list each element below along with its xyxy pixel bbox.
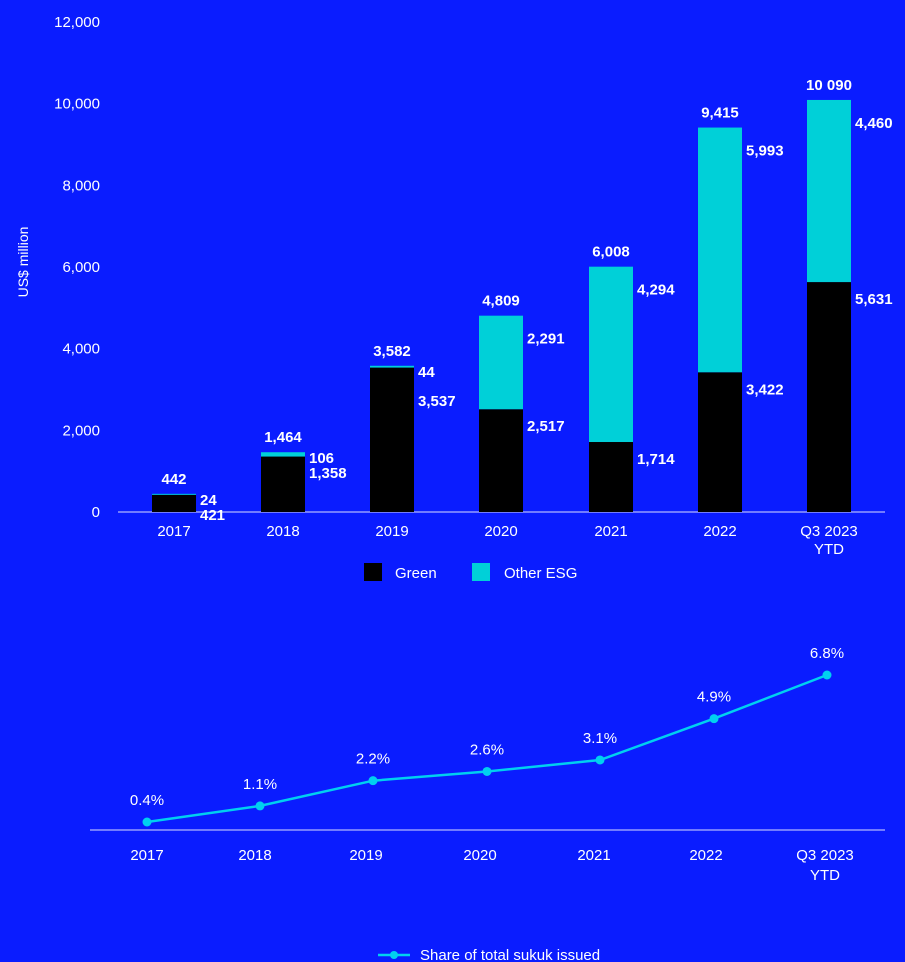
line-x-tick-label: YTD [810,867,840,884]
bar-other-esg [589,266,633,443]
legend-line-marker [390,951,398,959]
bar-total-label: 3,582 [373,343,411,360]
line-x-tick-label: 2020 [463,847,496,864]
bar-other-esg-label: 24 [200,492,217,509]
line-point [368,776,378,786]
line-point-label: 3.1% [583,730,617,747]
bar-total-label: 10 090 [806,77,852,94]
bar-x-tick-label: 2018 [266,523,299,540]
bar-x-tick-label: 2022 [703,523,736,540]
bar-total-label: 1,464 [264,429,302,446]
bar-group: 2,517 2,291 4,809 [479,293,565,512]
legend-label-green: Green [395,565,437,582]
bar-total-label: 442 [161,471,186,488]
bar-green [479,409,523,512]
line-point [822,670,832,680]
line-point-label: 0.4% [130,792,164,809]
bar-y-tick-label: 0 [92,504,100,521]
bar-group: 3,537 44 3,582 [370,343,456,512]
line-x-tick-label: 2019 [349,847,382,864]
line-point [142,817,152,827]
line-x-ticks: 2017 2018 2019 2020 2021 2022 Q3 2023 YTD [130,847,853,884]
bar-other-esg-label: 4,460 [855,115,893,132]
bar-other-esg [698,127,742,373]
line-point [595,755,605,765]
legend-label-other-esg: Other ESG [504,565,577,582]
bar-green-label: 421 [200,507,225,524]
line-point [255,801,265,811]
bar-x-tick-label: 2020 [484,523,517,540]
bar-green-label: 3,422 [746,381,784,398]
line-x-tick-label: 2021 [577,847,610,864]
bar-green [698,372,742,512]
bar-green [807,282,851,512]
bar-y-tick-label: 2,000 [62,422,100,439]
bar-green-label: 1,358 [309,465,347,482]
line-point-label: 2.6% [470,741,504,758]
bar-other-esg [370,365,414,368]
bar-x-tick-label: YTD [814,541,844,558]
line-x-tick-label: 2022 [689,847,722,864]
bar-other-esg-label: 4,294 [637,282,675,299]
line-point-label: 6.8% [810,645,844,662]
line-point-label: 2.2% [356,751,390,768]
bar-legend: Green Other ESG [364,563,577,582]
bar-other-esg-label: 106 [309,450,334,467]
bar-green-label: 3,537 [418,393,456,410]
bar-y-tick-label: 12,000 [54,14,100,31]
line-point-label: 1.1% [243,776,277,793]
bar-y-tick-label: 6,000 [62,259,100,276]
bar-green-label: 1,714 [637,451,675,468]
bar-green-label: 2,517 [527,418,565,435]
bar-other-esg-label: 2,291 [527,331,565,348]
bar-other-esg [261,452,305,457]
bar-other-esg [152,493,196,495]
bar-total-label: 9,415 [701,105,739,122]
bar-green [589,442,633,512]
bar-y-ticks: 0 2,000 4,000 6,000 8,000 10,000 12,000 [54,14,100,521]
line-legend: Share of total sukuk issued [378,947,600,962]
bar-group: 3,422 5,993 9,415 [698,105,784,512]
bar-y-tick-label: 8,000 [62,177,100,194]
bar-y-tick-label: 10,000 [54,96,100,113]
bar-x-tick-label: Q3 2023 [800,523,858,540]
line-point [709,714,719,724]
bar-y-tick-label: 4,000 [62,341,100,358]
bar-other-esg-label: 44 [418,364,435,381]
bar-total-label: 4,809 [482,293,520,310]
line-x-tick-label: 2018 [238,847,271,864]
bar-green-label: 5,631 [855,291,893,308]
bar-green [152,494,196,512]
line-x-tick-label: 2017 [130,847,163,864]
bar-green [261,456,305,512]
legend-swatch-other-esg [472,563,490,581]
legend-swatch-green [364,563,382,581]
bar-group: 5,631 4,460 10 090 [806,77,893,512]
bar-x-tick-label: 2017 [157,523,190,540]
bar-x-tick-label: 2021 [594,523,627,540]
line-point [482,766,492,776]
bar-other-esg [807,99,851,283]
bar-other-esg-label: 5,993 [746,143,784,160]
line-point-label: 4.9% [697,689,731,706]
bar-green [370,367,414,512]
bar-x-tick-label: 2019 [375,523,408,540]
bar-y-axis-title: US$ million [15,227,31,298]
legend-label-share: Share of total sukuk issued [420,947,600,962]
bar-total-label: 6,008 [592,244,630,261]
bar-other-esg [479,315,523,410]
line-marks: 0.4% 1.1% 2.2% 2.6% 3.1% 4.9% 6.8% [130,645,844,827]
line-x-tick-label: Q3 2023 [796,847,854,864]
bar-group: 1,714 4,294 6,008 [589,244,675,512]
